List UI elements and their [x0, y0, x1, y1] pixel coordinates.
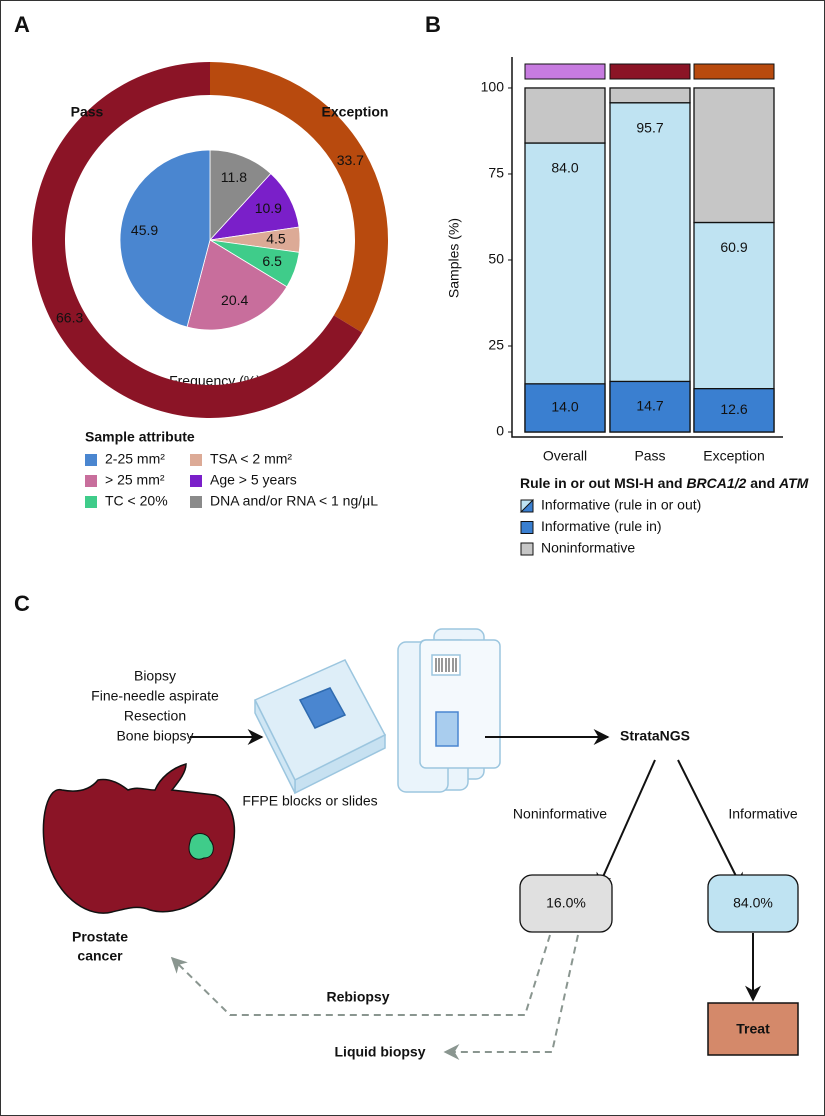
slice	[209, 149, 272, 242]
legend-label: TC < 20%	[105, 493, 168, 509]
value-label: 45.9	[131, 222, 158, 238]
y-tick-label: 100	[481, 79, 505, 95]
bar-segment	[693, 388, 775, 433]
legend-swatch	[520, 542, 534, 556]
legend-label: Informative (rule in)	[541, 518, 662, 534]
legend-swatch	[190, 454, 202, 466]
result-box	[707, 874, 799, 933]
bar-segment	[609, 87, 691, 104]
value-label: 14.0	[551, 399, 578, 415]
category-strip	[693, 63, 775, 80]
legend-title-part: BRCA1/2	[686, 475, 746, 491]
diagram: Biopsy Fine-needle aspirate Resection Bo…	[42, 628, 799, 1060]
value-label: 84.0	[551, 160, 578, 176]
legend-swatch	[85, 475, 97, 487]
value-label: 4.5	[266, 230, 286, 246]
legend-label: Informative (rule in or out)	[541, 497, 701, 513]
legend-label: Noninformative	[541, 540, 635, 556]
action-box	[707, 1002, 799, 1056]
action: Treat	[736, 1021, 770, 1037]
legend-title: Sample attribute	[85, 429, 195, 445]
prostate	[42, 763, 236, 914]
value-label: 6.5	[262, 253, 282, 269]
specimen: FFPE blocks or slides	[242, 793, 377, 809]
followup: Liquid biopsy	[335, 1044, 426, 1060]
legend-swatch	[190, 496, 202, 508]
x-tick-label: Exception	[703, 448, 764, 464]
panel-label: B	[425, 12, 441, 37]
input: Bone biopsy	[116, 728, 193, 744]
slice	[119, 149, 211, 328]
bar-segment	[524, 383, 606, 433]
result: 84.0%	[733, 895, 773, 911]
axis	[511, 57, 783, 438]
category-strip	[524, 63, 606, 80]
branch-label: Informative	[728, 806, 797, 822]
x-tick-label: Pass	[634, 448, 665, 464]
legend-swatch	[85, 496, 97, 508]
value-label: 20.4	[221, 292, 248, 308]
bar-segment	[693, 87, 775, 224]
x-tick-label: Overall	[543, 448, 587, 464]
test: StrataNGS	[620, 728, 690, 744]
legend-swatch	[190, 475, 202, 487]
organ-label: Prostate	[72, 929, 128, 945]
value-label: 95.7	[636, 119, 663, 135]
y-tick-label: 50	[488, 251, 504, 267]
y-tick-label: 0	[496, 423, 504, 439]
branch-label: Noninformative	[513, 806, 607, 822]
ring-segment	[210, 62, 388, 333]
ring-label: Exception	[322, 104, 389, 120]
organ-label: cancer	[77, 948, 123, 964]
bar-segment	[524, 87, 606, 144]
bar-segment	[609, 102, 691, 433]
legend-label: DNA and/or RNA < 1 ng/μL	[210, 493, 378, 509]
arrow	[677, 759, 743, 890]
result: 16.0%	[546, 895, 586, 911]
legend-swatch	[85, 454, 97, 466]
arrow	[596, 759, 656, 890]
legend-label: Age > 5 years	[210, 472, 297, 488]
legend-label: > 25 mm²	[105, 472, 165, 488]
slice	[186, 239, 288, 331]
legend-label: TSA < 2 mm²	[210, 451, 292, 467]
result-box	[519, 874, 613, 933]
value-label: 11.8	[221, 169, 247, 185]
value-label: 33.7	[337, 152, 364, 168]
input: Biopsy	[134, 668, 176, 684]
value-label: 60.9	[720, 239, 747, 255]
input: Resection	[124, 708, 186, 724]
legend-title: Rule in or out MSI-H and BRCA1/2 and ATM	[520, 475, 809, 491]
legend-title-part: Rule in or out MSI-H and	[520, 475, 686, 491]
panel-label: C	[14, 591, 30, 616]
value-label: 12.6	[720, 401, 747, 417]
value-label: 10.9	[255, 200, 282, 216]
tumor	[188, 833, 214, 860]
value-label: 14.7	[636, 397, 663, 413]
category-strip	[609, 63, 691, 80]
input: Fine-needle aspirate	[91, 688, 219, 704]
legend-swatch	[520, 521, 534, 534]
y-tick-label: 25	[488, 337, 504, 353]
legend-title-part: ATM	[778, 475, 809, 491]
panel-label: A	[14, 12, 30, 37]
y-label: Samples (%)	[446, 218, 462, 298]
y-tick-label: 75	[488, 165, 504, 181]
ring-label: Pass	[71, 104, 104, 120]
followup: Rebiopsy	[326, 989, 389, 1005]
legend-swatch-part	[519, 498, 534, 513]
value-label: 66.3	[56, 310, 83, 326]
ffpe-icon	[253, 628, 501, 795]
legend-title-part: and	[746, 475, 779, 491]
dashed-arrow	[170, 934, 551, 1016]
legend-label: 2-25 mm²	[105, 451, 165, 467]
bar-segment	[609, 380, 691, 433]
dashed-arrow	[443, 934, 579, 1060]
